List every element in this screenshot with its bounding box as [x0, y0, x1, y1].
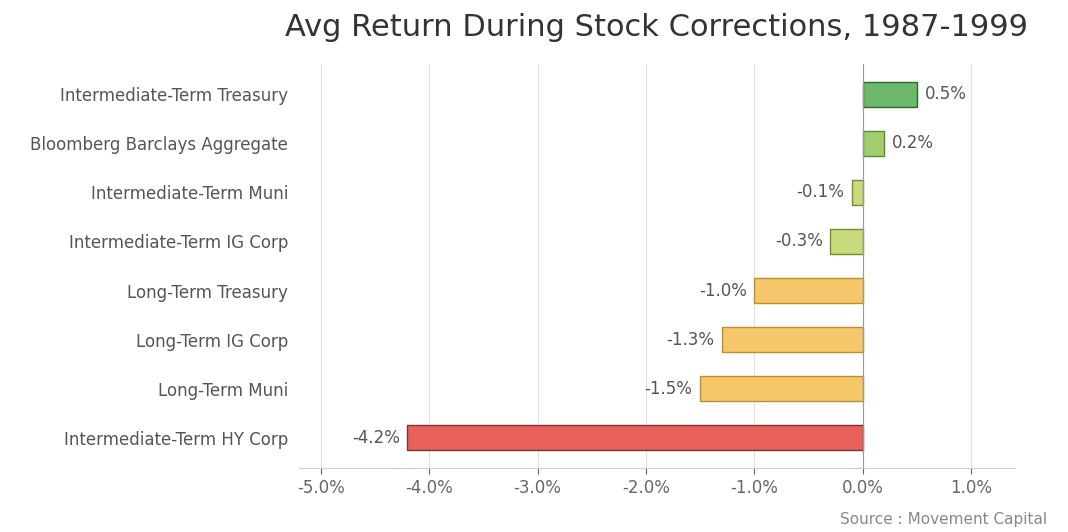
Text: 0.5%: 0.5% — [925, 86, 967, 103]
Bar — [701, 376, 863, 401]
Title: Avg Return During Stock Corrections, 1987-1999: Avg Return During Stock Corrections, 198… — [285, 13, 1028, 42]
Bar — [408, 425, 863, 450]
Text: 0.2%: 0.2% — [892, 135, 934, 153]
Bar — [863, 131, 884, 156]
Text: -1.5%: -1.5% — [645, 379, 692, 397]
Text: -0.1%: -0.1% — [797, 184, 845, 202]
Bar — [863, 82, 917, 107]
Text: -1.0%: -1.0% — [698, 281, 747, 300]
Text: -1.3%: -1.3% — [666, 330, 714, 348]
Bar — [852, 180, 863, 205]
Bar — [722, 327, 863, 352]
Text: -0.3%: -0.3% — [774, 232, 822, 251]
Text: Source : Movement Capital: Source : Movement Capital — [839, 512, 1047, 527]
Text: -4.2%: -4.2% — [352, 429, 399, 446]
Bar — [754, 278, 863, 303]
Bar — [830, 229, 863, 254]
